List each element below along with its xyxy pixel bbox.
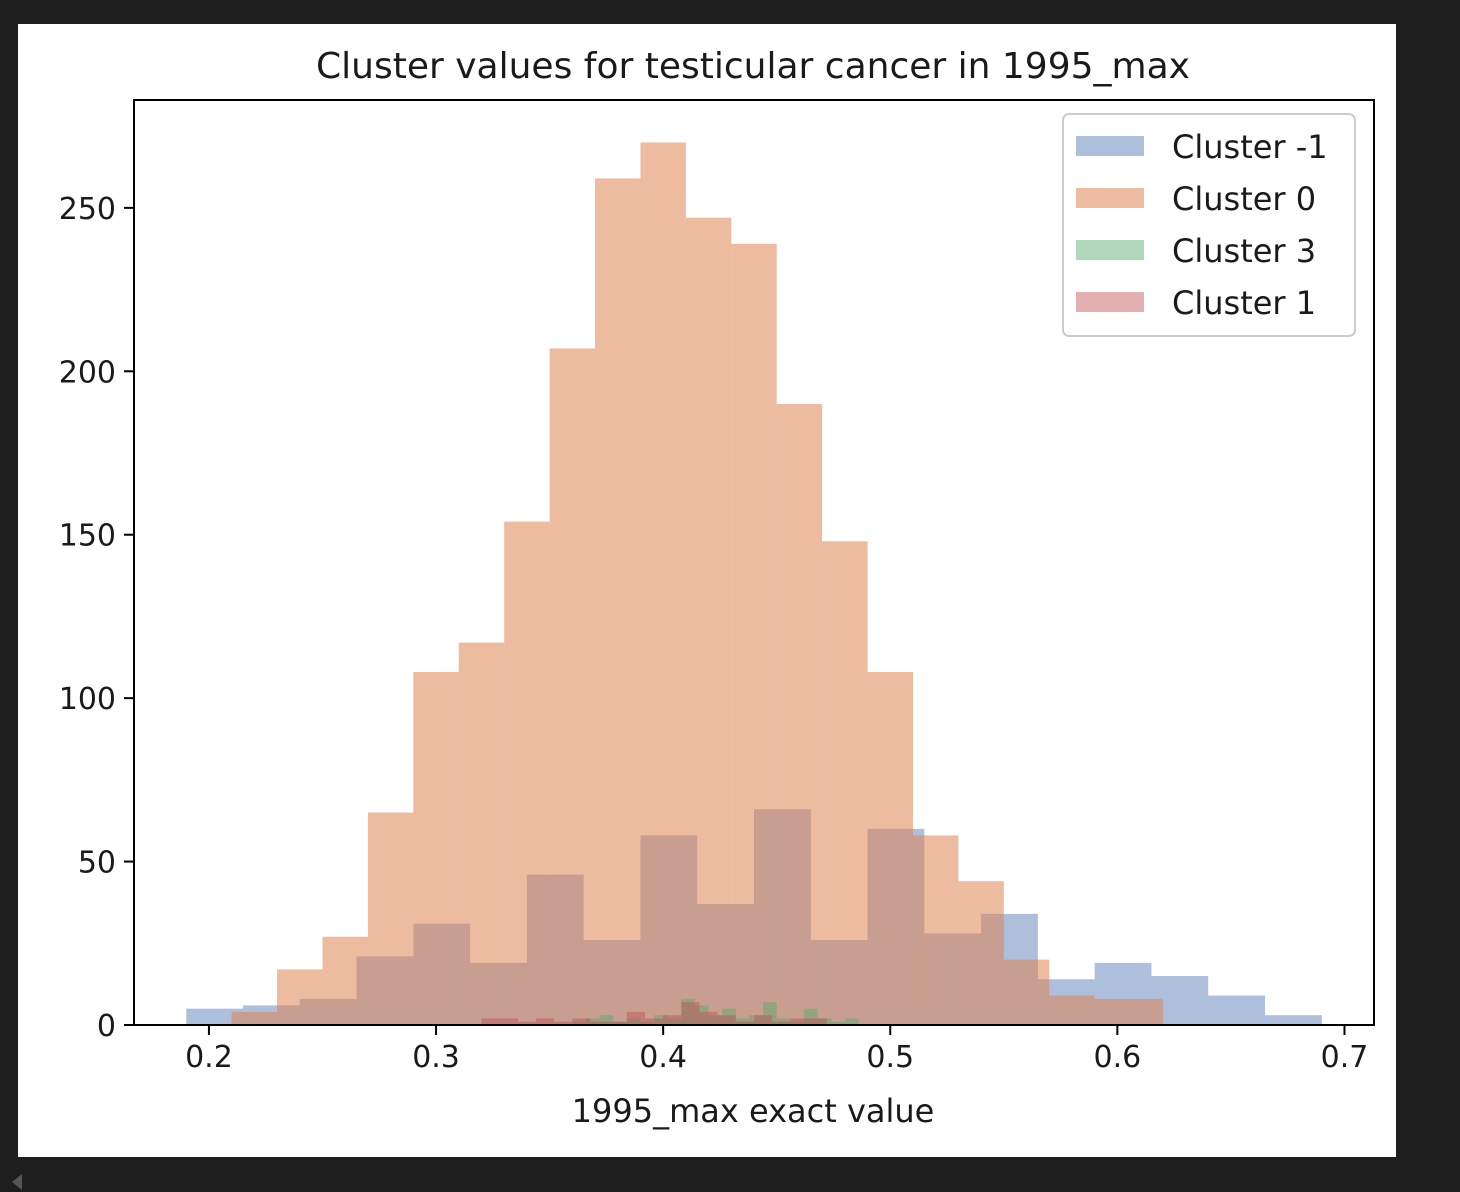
bar bbox=[912, 835, 959, 1025]
bar bbox=[554, 1021, 573, 1025]
bar bbox=[1003, 959, 1050, 1025]
figure-panel: Cluster values for testicular cancer in … bbox=[18, 24, 1396, 1157]
x-tick-label: 0.7 bbox=[1321, 1040, 1369, 1075]
bar bbox=[749, 1015, 764, 1025]
legend-swatch bbox=[1076, 292, 1144, 312]
scroll-left-icon[interactable] bbox=[12, 1174, 22, 1190]
bar bbox=[572, 1018, 591, 1025]
bar bbox=[626, 1011, 645, 1025]
bar bbox=[776, 403, 823, 1026]
legend-swatch bbox=[1076, 188, 1144, 208]
x-axis-ticks: 0.2 0.3 0.4 0.5 0.6 0.7 bbox=[185, 1025, 1368, 1075]
bar bbox=[572, 1021, 586, 1025]
bar bbox=[640, 1021, 655, 1025]
bar bbox=[803, 1008, 818, 1025]
legend-label: Cluster 1 bbox=[1172, 284, 1316, 322]
bar bbox=[817, 1018, 832, 1025]
bar bbox=[663, 1015, 682, 1025]
legend-box bbox=[1062, 113, 1356, 337]
bar bbox=[717, 1015, 736, 1025]
y-tick-label: 150 bbox=[59, 519, 116, 554]
bar bbox=[654, 1015, 668, 1025]
bar bbox=[608, 1021, 627, 1025]
series-2 bbox=[572, 998, 859, 1025]
histogram-chart: Cluster values for testicular cancer in … bbox=[59, 46, 1375, 1130]
bar bbox=[763, 1002, 777, 1025]
bar bbox=[186, 1008, 244, 1025]
bar bbox=[722, 1008, 736, 1025]
bar bbox=[535, 1018, 555, 1025]
bar bbox=[599, 1015, 614, 1025]
y-axis-ticks: 0 50 100 150 200 250 bbox=[59, 192, 134, 1044]
bar bbox=[831, 1021, 845, 1025]
bar bbox=[481, 1018, 500, 1025]
legend-swatch bbox=[1076, 136, 1144, 156]
bar bbox=[735, 1018, 750, 1025]
bar bbox=[1094, 998, 1163, 1025]
legend-label: Cluster 0 bbox=[1172, 180, 1316, 218]
y-tick-label: 250 bbox=[59, 192, 116, 227]
bar bbox=[644, 1018, 664, 1025]
x-tick-label: 0.3 bbox=[412, 1040, 460, 1075]
bar bbox=[590, 1021, 609, 1025]
bar bbox=[367, 812, 414, 1025]
x-tick-label: 0.5 bbox=[866, 1040, 914, 1075]
x-axis-label: 1995_max exact value bbox=[572, 1092, 935, 1130]
plot-frame bbox=[133, 99, 1375, 1026]
bar bbox=[1208, 995, 1265, 1025]
bar bbox=[708, 1015, 723, 1025]
y-tick-label: 50 bbox=[78, 846, 116, 881]
bar bbox=[499, 1018, 518, 1025]
bars-layer bbox=[186, 142, 1322, 1026]
y-tick-label: 100 bbox=[59, 682, 116, 717]
bar bbox=[626, 1018, 641, 1025]
bar bbox=[844, 1018, 859, 1025]
chart-title: Cluster values for testicular cancer in … bbox=[316, 46, 1190, 87]
bar bbox=[413, 671, 459, 1025]
bar bbox=[585, 1018, 600, 1025]
bar bbox=[549, 348, 596, 1025]
x-tick-label: 0.2 bbox=[185, 1040, 233, 1075]
bar bbox=[667, 1018, 682, 1025]
bar bbox=[772, 1021, 791, 1025]
bar bbox=[699, 1011, 718, 1025]
bar bbox=[776, 1018, 791, 1025]
bar bbox=[790, 1018, 809, 1025]
bar bbox=[1049, 995, 1095, 1025]
bar bbox=[808, 1018, 827, 1025]
bar bbox=[958, 881, 1004, 1025]
legend-label: Cluster 3 bbox=[1172, 232, 1316, 270]
bar bbox=[322, 936, 368, 1025]
y-tick-label: 0 bbox=[97, 1009, 116, 1044]
legend-label: Cluster -1 bbox=[1172, 128, 1328, 166]
legend: Cluster -1 Cluster 0 Cluster 3 Cluster 1 bbox=[1062, 113, 1356, 337]
bar bbox=[458, 642, 505, 1025]
bar bbox=[231, 1011, 278, 1025]
y-tick-label: 200 bbox=[59, 355, 116, 390]
bar bbox=[754, 1015, 773, 1025]
bar bbox=[694, 1005, 709, 1025]
bar bbox=[681, 1002, 700, 1025]
series-3 bbox=[481, 1002, 827, 1025]
x-tick-label: 0.6 bbox=[1094, 1040, 1142, 1075]
bar bbox=[735, 1021, 754, 1025]
bar bbox=[731, 243, 777, 1025]
series-1 bbox=[231, 142, 1163, 1026]
bar bbox=[504, 521, 550, 1025]
x-tick-label: 0.4 bbox=[639, 1040, 687, 1075]
bar bbox=[681, 998, 695, 1025]
legend-swatch bbox=[1076, 240, 1144, 260]
bar bbox=[640, 142, 686, 1026]
bar bbox=[1264, 1015, 1322, 1025]
bar bbox=[822, 541, 868, 1025]
bar bbox=[595, 178, 641, 1025]
bar bbox=[277, 969, 323, 1025]
bar bbox=[790, 1021, 804, 1025]
bar bbox=[517, 1021, 536, 1025]
bar bbox=[613, 1021, 627, 1025]
bar bbox=[685, 217, 732, 1025]
bar bbox=[867, 671, 913, 1025]
